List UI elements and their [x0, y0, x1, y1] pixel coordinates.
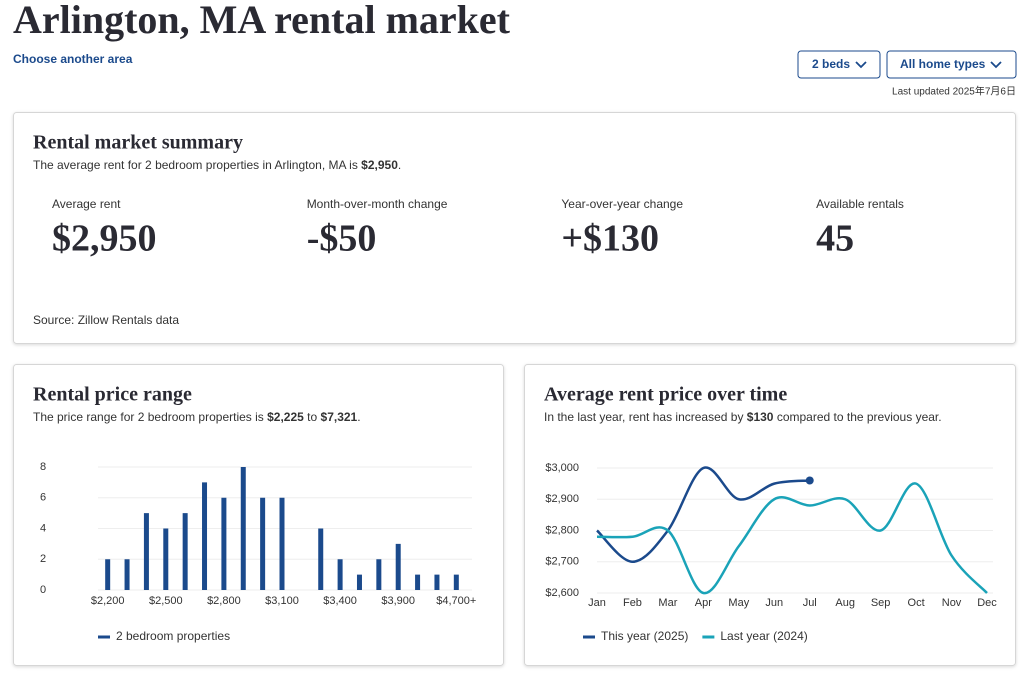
stat-label: Year-over-year change — [561, 197, 683, 211]
stat-value: -$50 — [307, 218, 377, 260]
page-title: Arlington, MA rental market — [13, 0, 511, 42]
legend-label: This year (2025) — [601, 629, 688, 643]
x-tick-label: Apr — [695, 597, 712, 609]
x-tick-label: Aug — [835, 597, 855, 609]
x-tick-label: Jul — [803, 597, 817, 609]
x-tick-label: $2,800 — [207, 595, 241, 607]
bar — [356, 574, 362, 590]
text: compared to the previous year. — [773, 410, 941, 424]
text: to — [304, 410, 321, 424]
x-tick-label: Oct — [908, 597, 925, 609]
filter-button[interactable] — [886, 50, 1017, 79]
bar — [434, 574, 440, 590]
bar — [105, 559, 111, 590]
y-tick-label: $2,900 — [545, 493, 579, 505]
chart-subtitle: In the last year, rent has increased by … — [544, 410, 942, 424]
stat-label: Available rentals — [816, 197, 904, 211]
text: The average rent for 2 bedroom propertie… — [33, 158, 361, 172]
line — [596, 482, 988, 595]
summary-card — [13, 112, 1016, 344]
text: The price range for 2 bedroom properties… — [33, 410, 267, 424]
x-tick-label: $3,400 — [323, 595, 357, 607]
x-tick-label: $3,100 — [265, 595, 299, 607]
bar — [376, 559, 382, 590]
y-tick-label: 0 — [40, 584, 46, 596]
bar — [143, 513, 149, 590]
x-tick-label: $2,500 — [149, 595, 183, 607]
x-tick-label: $3,900 — [381, 595, 415, 607]
filter-label: 2 beds — [812, 57, 850, 71]
last-updated: Last updated 2025年7月6日 — [892, 85, 1016, 98]
bar — [163, 528, 169, 590]
x-tick-label: Jan — [588, 597, 606, 609]
bar — [279, 497, 285, 590]
legend-label: 2 bedroom properties — [116, 629, 230, 643]
y-tick-label: 8 — [40, 461, 46, 473]
text: . — [357, 410, 360, 424]
y-tick-label: 6 — [40, 492, 46, 504]
chart-title: Average rent price over time — [544, 384, 787, 406]
y-tick-label: $3,000 — [545, 462, 579, 474]
text: . — [398, 158, 401, 172]
text: $130 — [747, 410, 774, 424]
y-tick-label: $2,700 — [545, 556, 579, 568]
line — [596, 466, 810, 564]
chart-subtitle: The price range for 2 bedroom properties… — [33, 410, 361, 424]
text: $7,321 — [321, 410, 358, 424]
legend-label: Last year (2024) — [720, 629, 807, 643]
bar — [453, 574, 459, 590]
bar — [395, 543, 401, 590]
card-subtitle: The average rent for 2 bedroom propertie… — [33, 158, 401, 172]
filter-button[interactable] — [797, 50, 881, 79]
x-tick-label: $2,200 — [91, 595, 125, 607]
filter-label: All home types — [900, 57, 986, 71]
x-tick-label: Feb — [623, 597, 642, 609]
bar — [260, 497, 266, 590]
y-tick-label: 4 — [40, 522, 46, 534]
link[interactable]: Choose another area — [13, 52, 133, 66]
text: $2,225 — [267, 410, 304, 424]
x-tick-label: Jun — [765, 597, 783, 609]
bar — [415, 574, 421, 590]
y-tick-label: 2 — [40, 553, 46, 565]
text: $2,950 — [361, 158, 398, 172]
point — [805, 476, 814, 485]
card-title: Rental market summary — [33, 132, 243, 154]
chevron — [990, 61, 1002, 69]
stat-label: Month-over-month change — [307, 197, 448, 211]
stat-value: 45 — [816, 218, 854, 260]
x-tick-label: Mar — [658, 597, 677, 609]
stats: Average rent $2,950 Month-over-month chang… — [52, 197, 904, 260]
x-tick-label: May — [728, 597, 749, 609]
bar — [202, 482, 208, 590]
text: In the last year, rent has increased by — [544, 410, 747, 424]
chart-card — [524, 364, 1016, 666]
y-tick-label: $2,600 — [545, 587, 579, 599]
x-tick-label: Sep — [871, 597, 891, 609]
stat-value: +$130 — [561, 218, 659, 260]
source: Source: Zillow Rentals data — [33, 313, 179, 327]
x-tick-label: Dec — [977, 597, 997, 609]
bar — [221, 497, 227, 590]
x-tick-label: Nov — [942, 597, 962, 609]
chart-title: Rental price range — [33, 384, 192, 406]
bar — [337, 559, 343, 590]
bar — [318, 528, 324, 590]
bar — [124, 559, 130, 590]
stat-value: $2,950 — [52, 218, 157, 260]
x-tick-label: $4,700+ — [436, 595, 476, 607]
bar — [182, 513, 188, 590]
chevron — [855, 61, 867, 69]
stat-label: Average rent — [52, 197, 121, 211]
y-tick-label: $2,800 — [545, 524, 579, 536]
bar — [240, 467, 246, 590]
